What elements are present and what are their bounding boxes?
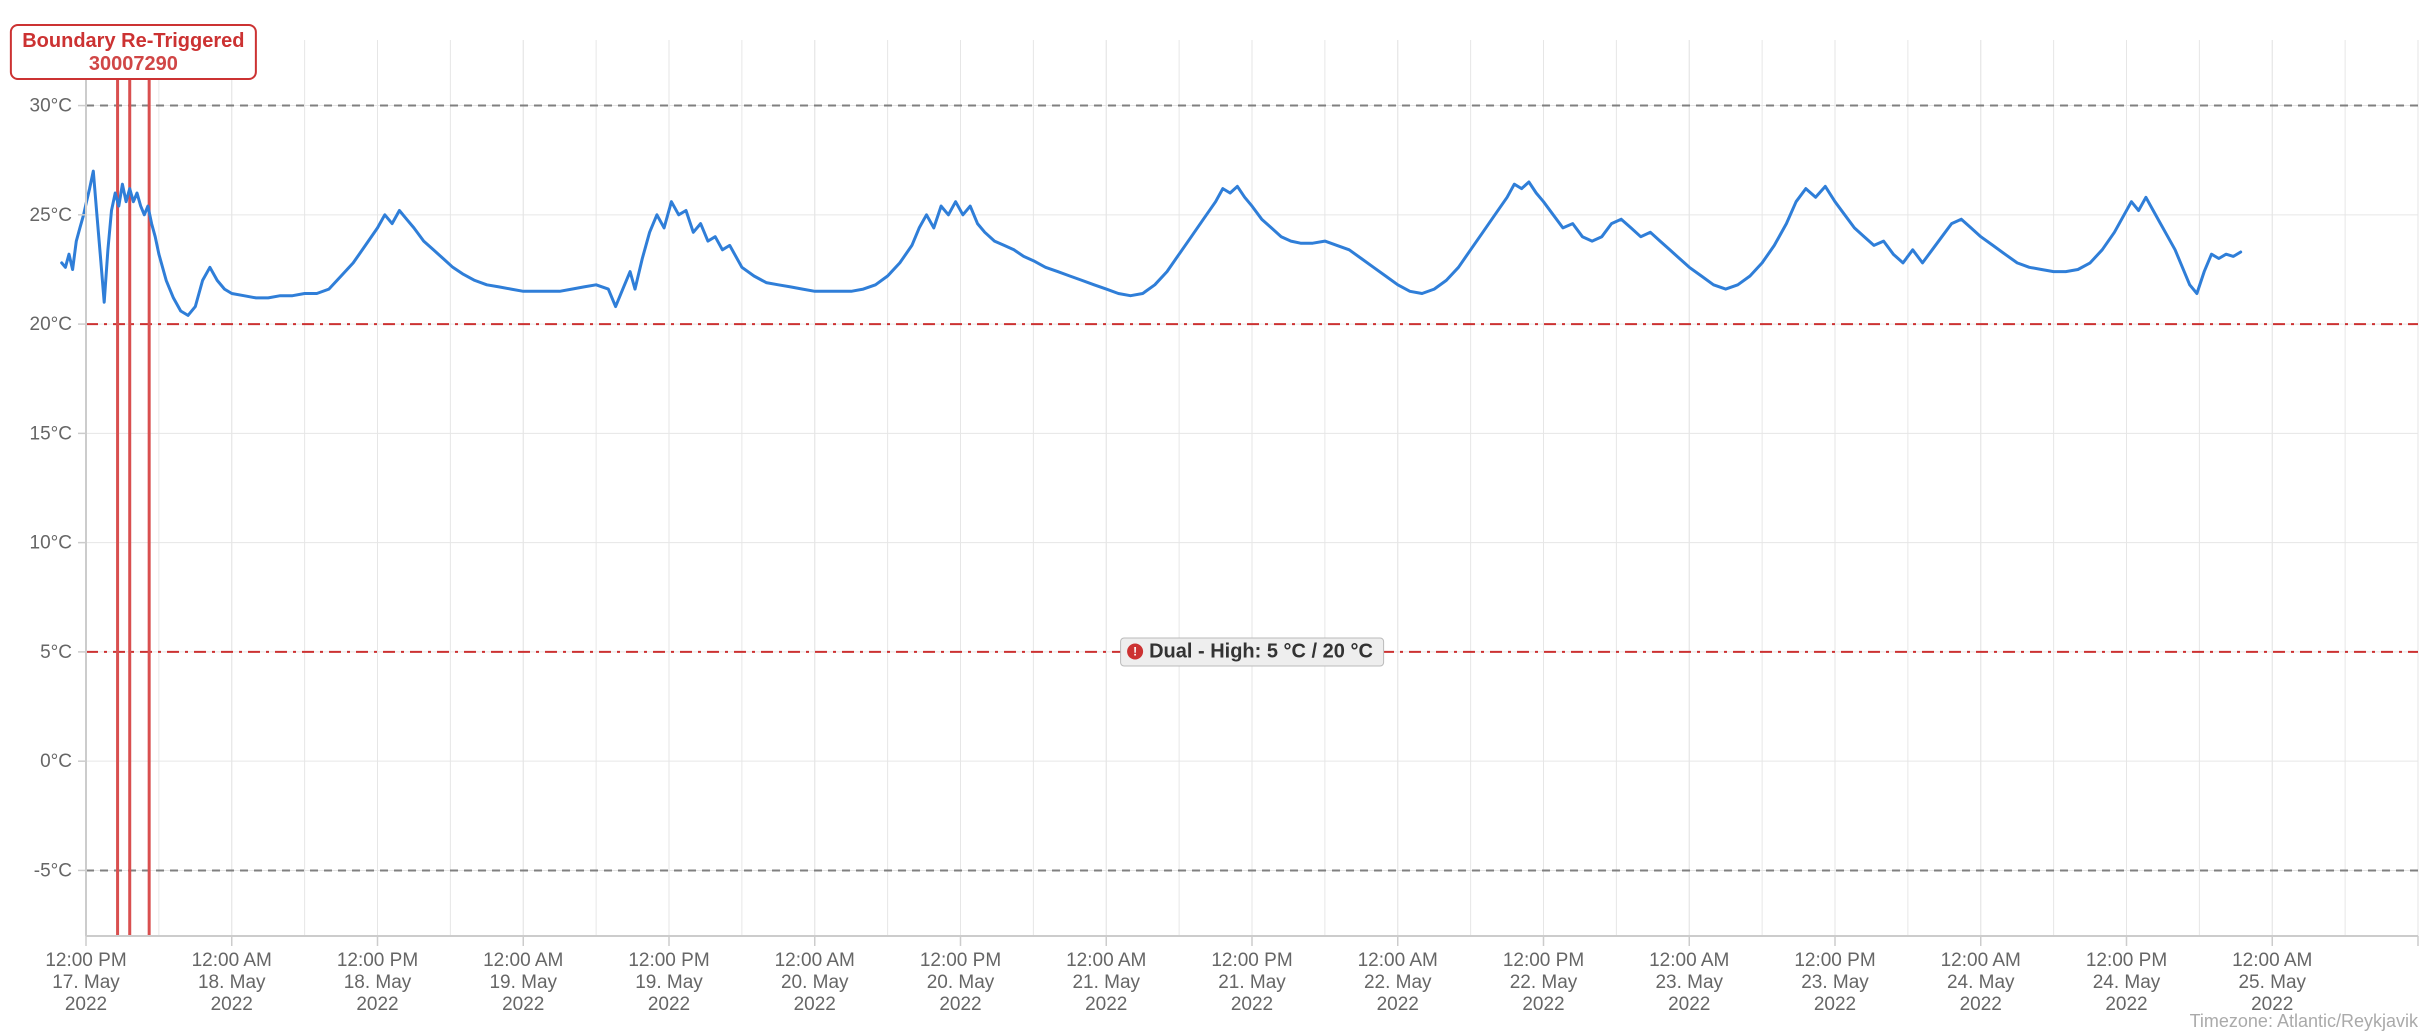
event-annotation-title: Boundary Re-Triggered xyxy=(22,30,244,53)
svg-text:2022: 2022 xyxy=(1377,994,1419,1015)
chart-svg[interactable]: -5°C0°C5°C10°C15°C20°C25°C30°C12:00 PM17… xyxy=(0,0,2430,1036)
svg-text:15°C: 15°C xyxy=(30,423,72,444)
svg-text:19. May: 19. May xyxy=(489,972,557,993)
svg-text:17. May: 17. May xyxy=(52,972,120,993)
svg-text:2022: 2022 xyxy=(65,994,107,1015)
svg-text:30°C: 30°C xyxy=(30,96,72,117)
svg-text:21. May: 21. May xyxy=(1072,972,1140,993)
svg-text:2022: 2022 xyxy=(939,994,981,1015)
svg-text:19. May: 19. May xyxy=(635,972,703,993)
svg-text:22. May: 22. May xyxy=(1510,972,1578,993)
timezone-label: Timezone: Atlantic/Reykjavik xyxy=(2190,1011,2418,1032)
svg-text:2022: 2022 xyxy=(1522,994,1564,1015)
svg-text:24. May: 24. May xyxy=(1947,972,2015,993)
svg-text:2022: 2022 xyxy=(502,994,544,1015)
svg-text:0°C: 0°C xyxy=(40,751,72,772)
event-annotation-box[interactable]: Boundary Re-Triggered 30007290 xyxy=(10,24,256,80)
svg-text:23. May: 23. May xyxy=(1655,972,1723,993)
event-annotation-subtitle: 30007290 xyxy=(22,53,244,76)
svg-text:12:00 AM: 12:00 AM xyxy=(483,950,563,971)
svg-text:12:00 PM: 12:00 PM xyxy=(1211,950,1292,971)
svg-text:12:00 AM: 12:00 AM xyxy=(2232,950,2312,971)
svg-text:21. May: 21. May xyxy=(1218,972,1286,993)
svg-text:2022: 2022 xyxy=(648,994,690,1015)
svg-text:12:00 AM: 12:00 AM xyxy=(1066,950,1146,971)
svg-text:18. May: 18. May xyxy=(344,972,412,993)
svg-text:22. May: 22. May xyxy=(1364,972,1432,993)
svg-text:2022: 2022 xyxy=(794,994,836,1015)
svg-text:12:00 PM: 12:00 PM xyxy=(1794,950,1875,971)
svg-text:12:00 PM: 12:00 PM xyxy=(920,950,1001,971)
svg-text:20°C: 20°C xyxy=(30,314,72,335)
svg-text:12:00 PM: 12:00 PM xyxy=(628,950,709,971)
svg-text:2022: 2022 xyxy=(1085,994,1127,1015)
svg-text:-5°C: -5°C xyxy=(34,860,72,881)
svg-text:18. May: 18. May xyxy=(198,972,266,993)
svg-text:25. May: 25. May xyxy=(2238,972,2306,993)
svg-text:25°C: 25°C xyxy=(30,205,72,226)
svg-text:12:00 AM: 12:00 AM xyxy=(192,950,272,971)
svg-text:12:00 AM: 12:00 AM xyxy=(775,950,855,971)
svg-text:2022: 2022 xyxy=(1960,994,2002,1015)
svg-text:20. May: 20. May xyxy=(781,972,849,993)
alert-icon: ! xyxy=(1127,644,1143,660)
svg-text:24. May: 24. May xyxy=(2093,972,2161,993)
svg-text:12:00 PM: 12:00 PM xyxy=(337,950,418,971)
svg-text:12:00 AM: 12:00 AM xyxy=(1358,950,1438,971)
svg-text:2022: 2022 xyxy=(211,994,253,1015)
chart-container: -5°C0°C5°C10°C15°C20°C25°C30°C12:00 PM17… xyxy=(0,0,2430,1036)
svg-text:2022: 2022 xyxy=(1231,994,1273,1015)
svg-text:2022: 2022 xyxy=(1814,994,1856,1015)
svg-text:12:00 PM: 12:00 PM xyxy=(45,950,126,971)
svg-text:5°C: 5°C xyxy=(40,642,72,663)
svg-text:12:00 PM: 12:00 PM xyxy=(1503,950,1584,971)
svg-text:12:00 AM: 12:00 AM xyxy=(1649,950,1729,971)
svg-text:10°C: 10°C xyxy=(30,533,72,554)
svg-text:20. May: 20. May xyxy=(927,972,995,993)
svg-text:23. May: 23. May xyxy=(1801,972,1869,993)
threshold-label-text: Dual - High: 5 °C / 20 °C xyxy=(1149,640,1373,663)
svg-text:2022: 2022 xyxy=(1668,994,1710,1015)
svg-text:2022: 2022 xyxy=(356,994,398,1015)
svg-text:12:00 PM: 12:00 PM xyxy=(2086,950,2167,971)
svg-text:2022: 2022 xyxy=(2105,994,2147,1015)
svg-text:12:00 AM: 12:00 AM xyxy=(1941,950,2021,971)
threshold-label-badge[interactable]: ! Dual - High: 5 °C / 20 °C xyxy=(1120,637,1384,666)
